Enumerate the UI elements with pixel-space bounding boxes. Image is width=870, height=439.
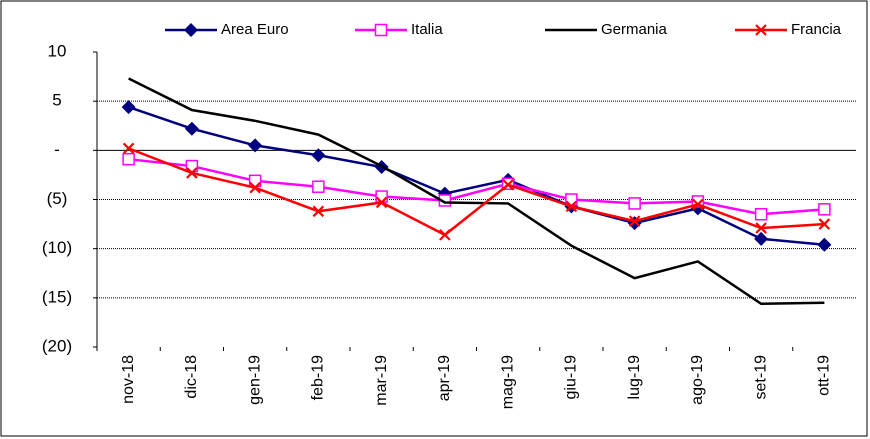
point [186,167,198,179]
point [754,208,768,221]
legend-label: Francia [791,21,842,38]
x-tick-label: giu-19 [563,355,580,400]
point [312,180,325,193]
point [249,181,261,194]
point [122,142,135,155]
legend-label: Area Euro [221,21,289,38]
point [817,237,832,252]
series-line [128,147,825,237]
x-tick-label: ott-19 [816,355,833,396]
plot-area [97,52,856,347]
point [121,100,136,115]
point [818,203,831,216]
x-tick-label: apr-19 [436,355,453,401]
y-tick-label: (5) [47,189,68,208]
y-tick-label: 5 [52,91,61,110]
point [818,218,831,230]
point [628,197,641,210]
point [692,198,704,211]
series-line [128,77,825,305]
point [439,229,451,241]
point [691,195,705,208]
point [502,178,514,191]
point [627,216,642,231]
point [375,190,388,203]
x-tick-label: nov-18 [120,355,137,404]
y-tick-label: (20) [42,336,72,355]
x-tick-label: mar-19 [373,355,390,406]
x-tick-label: ago-19 [689,355,706,405]
y-tick-label: 10 [48,41,67,60]
point [375,196,388,209]
point [565,200,578,213]
point [311,148,326,163]
point [184,121,199,136]
x-tick-label: mag-19 [499,355,516,409]
point [754,231,769,246]
x-tick-label: lug-19 [626,355,643,400]
y-tick-label: - [54,140,60,159]
point [312,205,325,218]
point [184,23,198,37]
legend-label: Italia [411,21,443,38]
legend-label: Germania [601,21,668,38]
point [374,23,388,37]
point [755,24,767,36]
point [122,152,135,166]
series-line [128,105,825,246]
y-tick-label: (10) [42,238,72,257]
series-line [128,157,825,216]
point [628,215,641,227]
point [755,222,767,234]
x-tick-label: dic-18 [183,355,200,399]
x-tick-label: gen-19 [246,355,263,405]
x-tick-label: set-19 [752,355,769,400]
y-tick-label: (15) [42,287,72,306]
x-tick-label: feb-19 [310,355,327,400]
point [248,138,263,153]
